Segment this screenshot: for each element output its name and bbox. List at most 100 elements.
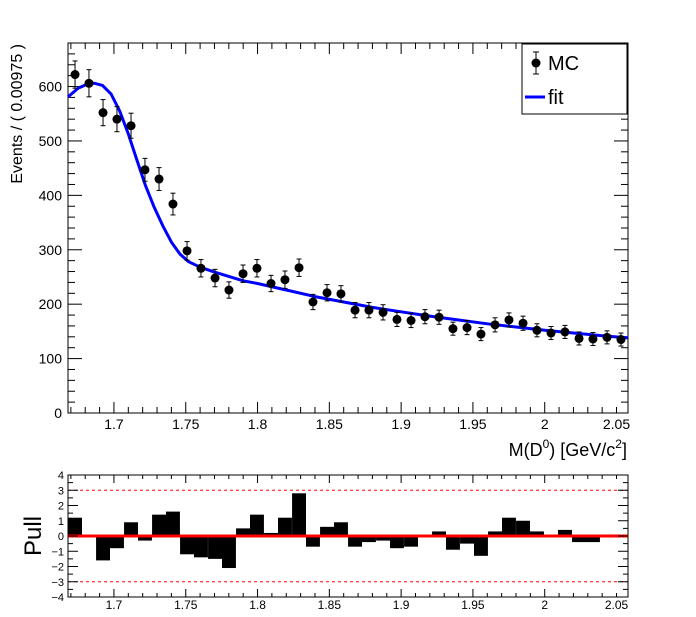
pull-reference-lines bbox=[68, 489, 628, 583]
mc-marker bbox=[140, 165, 150, 175]
mc-point bbox=[112, 106, 122, 133]
pull-bar bbox=[152, 514, 166, 536]
pull-bar bbox=[474, 536, 488, 556]
pull-x-tick-label: 1.75 bbox=[174, 598, 198, 612]
mc-point bbox=[560, 324, 570, 339]
pull-bar bbox=[180, 536, 194, 555]
x-label-part-3: ] bbox=[622, 440, 627, 460]
mc-marker bbox=[518, 318, 528, 328]
x-label-sup-1: 0 bbox=[543, 437, 550, 451]
main-x-tick-label: 1.8 bbox=[248, 416, 268, 432]
legend-box bbox=[521, 43, 628, 115]
mc-point bbox=[588, 331, 598, 347]
mc-marker bbox=[84, 78, 94, 88]
pull-bar bbox=[278, 517, 292, 536]
main-x-tick-label: 1.75 bbox=[172, 416, 199, 432]
mc-marker bbox=[350, 305, 360, 315]
mc-point bbox=[546, 325, 556, 341]
mc-marker bbox=[112, 114, 122, 124]
mc-point bbox=[504, 312, 514, 328]
pull-bar bbox=[306, 536, 320, 547]
pull-panel: 1.7 1.75 1.8 1.85 1.9 1.95 2 2.05 −4 −3 −2 −1 0 1 2 3 4… bbox=[20, 470, 629, 612]
mc-marker bbox=[280, 275, 290, 285]
mc-marker bbox=[182, 246, 192, 256]
mc-point bbox=[434, 309, 444, 325]
mc-point bbox=[140, 157, 150, 182]
mc-point bbox=[392, 311, 402, 327]
mc-point bbox=[406, 312, 416, 329]
mc-point bbox=[294, 258, 304, 277]
pull-x-tick-label: 1.7 bbox=[106, 598, 123, 612]
pull-bar bbox=[390, 536, 404, 549]
pull-x-tick-label: 1.85 bbox=[318, 598, 342, 612]
pull-bar bbox=[334, 522, 348, 536]
legend-fit-label: fit bbox=[548, 87, 564, 109]
pull-bar bbox=[68, 517, 82, 536]
pull-y-tick-label: 2 bbox=[58, 501, 64, 513]
mc-marker bbox=[98, 108, 108, 118]
mc-point bbox=[364, 302, 374, 319]
mc-marker bbox=[126, 121, 136, 131]
main-y-tick-labels: 0 100 200 300 400 500 600 bbox=[39, 79, 63, 421]
mc-marker bbox=[448, 324, 458, 334]
mc-point bbox=[420, 309, 430, 325]
mc-marker bbox=[322, 288, 332, 298]
main-x-tick-label: 2 bbox=[541, 416, 549, 432]
pull-bar bbox=[558, 529, 572, 536]
pull-y-axis-label: Pull bbox=[20, 516, 47, 556]
mc-marker bbox=[504, 315, 514, 325]
main-y-tick-label: 600 bbox=[39, 79, 63, 95]
mc-marker bbox=[168, 199, 178, 209]
pull-bar bbox=[488, 531, 502, 536]
mc-point bbox=[196, 259, 206, 278]
pull-bar bbox=[516, 520, 530, 536]
mc-point bbox=[518, 315, 528, 331]
pull-bar bbox=[320, 526, 334, 536]
pull-y-tick-label: 3 bbox=[58, 485, 64, 497]
mc-marker bbox=[532, 325, 542, 335]
pull-y-tick-label: −2 bbox=[51, 562, 64, 574]
mc-marker bbox=[392, 314, 402, 324]
mc-point bbox=[252, 259, 262, 278]
mc-point bbox=[350, 302, 360, 319]
mc-marker bbox=[154, 174, 164, 184]
pull-bar bbox=[404, 536, 418, 547]
mc-point bbox=[238, 264, 248, 283]
mc-point bbox=[490, 317, 500, 333]
main-panel: 1.7 1.75 1.8 1.85 1.9 1.95 2 2.05 0 100 200 300 400… bbox=[9, 42, 630, 460]
pull-bar bbox=[460, 536, 474, 544]
mc-marker bbox=[560, 327, 570, 337]
pull-bar bbox=[530, 531, 544, 536]
pull-bar bbox=[110, 536, 124, 549]
main-x-tick-label: 1.7 bbox=[104, 416, 124, 432]
mc-marker bbox=[308, 297, 318, 307]
pull-y-tick-label: −4 bbox=[51, 592, 64, 604]
main-x-tick-label: 1.95 bbox=[459, 416, 486, 432]
mc-marker bbox=[588, 334, 598, 344]
mc-point bbox=[448, 321, 458, 336]
mc-point bbox=[70, 60, 80, 89]
pull-bar bbox=[502, 517, 516, 536]
mc-point bbox=[98, 99, 108, 127]
mc-marker bbox=[210, 273, 220, 283]
legend: MC fit bbox=[521, 43, 628, 115]
pull-bar bbox=[362, 536, 376, 543]
main-x-tick-labels: 1.7 1.75 1.8 1.85 1.9 1.95 2 2.05 bbox=[104, 416, 630, 432]
pull-bar bbox=[446, 536, 460, 550]
x-label-part-2: ) [GeV/c bbox=[549, 440, 615, 460]
mc-marker bbox=[574, 333, 584, 343]
pull-bar bbox=[250, 514, 264, 536]
main-y-tick-label: 400 bbox=[39, 187, 63, 203]
mc-point bbox=[378, 304, 388, 321]
mc-marker bbox=[420, 312, 430, 322]
mc-marker bbox=[336, 289, 346, 299]
pull-bar bbox=[292, 493, 306, 536]
fit-curve-group bbox=[67, 81, 629, 340]
mc-point bbox=[574, 331, 584, 346]
legend-mc-label: MC bbox=[548, 53, 579, 75]
pull-y-tick-label: −1 bbox=[51, 546, 64, 558]
pull-bar bbox=[124, 522, 138, 536]
pull-y-tick-labels: −4 −3 −2 −1 0 1 2 3 4 bbox=[51, 470, 64, 604]
pull-x-tick-label: 1.8 bbox=[249, 598, 266, 612]
pull-x-tick-label: 2 bbox=[541, 598, 548, 612]
